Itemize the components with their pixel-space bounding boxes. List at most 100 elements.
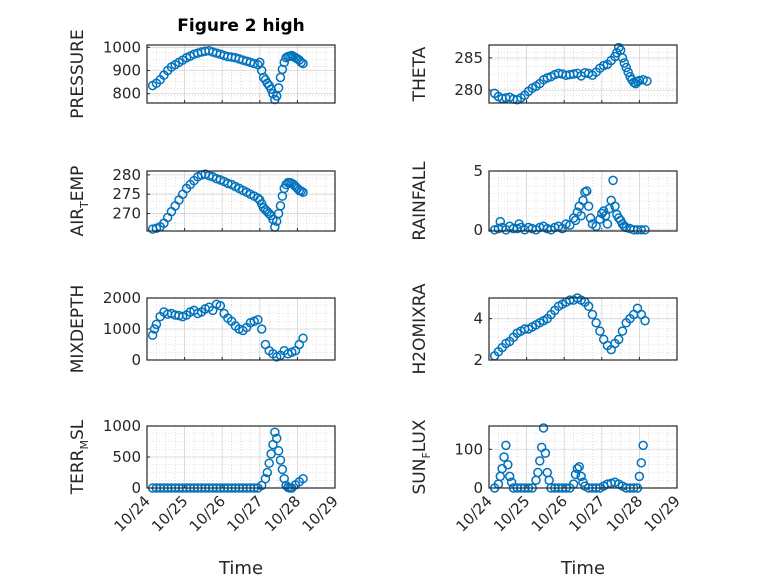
data-point [296,186,306,196]
axes-box [146,44,336,104]
figure-title: Figure 2 high [177,16,305,36]
axes-box [146,297,336,361]
y-tick-label: 280 [112,166,141,184]
y-tick-label: 0 [131,479,141,497]
data-point [636,225,647,235]
x-tick-label: 10/29 [641,492,684,535]
data-point [640,225,650,235]
y-tick-label: 1000 [103,320,141,338]
y-tick-label: 270 [112,205,141,223]
data-point [613,42,624,53]
data-point [587,309,598,320]
data-point [565,220,575,230]
y-tick-label: 800 [112,85,141,103]
data-point [623,67,633,77]
y-tick-label: 280 [454,81,483,99]
data-point [585,213,596,223]
x-tick-label: 10/26 [528,492,571,535]
data-point [262,467,273,478]
data-point [570,469,581,480]
axes-box [146,425,336,489]
data-point [540,448,551,458]
data-point [253,314,263,325]
data-point [535,456,545,466]
y-axis-label: RAINFALL [410,161,430,241]
data-point [215,301,226,311]
subplot-8: 0 100 SUNFLUX 10/2410/2510/2610/2710/2810/2… [410,419,684,535]
data-point [640,315,650,326]
data-point [273,83,284,93]
data-point [574,461,584,472]
data-point [298,333,308,344]
data-point [629,77,639,88]
data-point [602,219,613,229]
data-point [576,210,586,221]
data-point [632,76,643,87]
y-tick-label: 285 [454,49,483,67]
subplot-6: 2 4 H2OMIXRA [410,283,678,375]
subplot-4: 0 5 RAINFALL [410,161,678,241]
data-point [636,458,647,468]
axes-box [146,170,336,232]
y-tick-label: 5 [473,162,483,180]
subplot-2: 280 285 THETA [410,42,678,105]
data-point [634,471,645,482]
y-tick-label: 0 [473,221,483,239]
data-point [598,206,609,216]
data-point [149,324,160,334]
data-point [617,326,628,336]
data-point [499,452,509,462]
data-point [270,427,280,437]
y-axis-label: PRESSURE [68,29,88,118]
y-axis-label: SUNFLUX [410,419,433,494]
data-point [582,186,592,196]
x-tick-label: 10/28 [603,492,646,535]
x-tick-label: 10/26 [186,492,229,535]
data-point [642,76,652,86]
data-point [595,326,605,336]
data-point [260,473,271,484]
data-point [504,471,515,482]
data-point [583,201,594,212]
data-point [621,62,631,73]
data-point [591,318,601,328]
y-tick-label: 1000 [103,38,141,56]
data-point [506,477,517,487]
data-point [495,216,506,227]
axes-box [488,297,678,361]
x-tick-label: 10/25 [490,492,533,535]
data-point [298,187,308,198]
y-axis-label: AIRTEMP [68,166,91,237]
data-point [503,460,513,470]
x-tick-label: 10/27 [223,492,266,535]
y-axis-label: THETA [410,46,430,102]
data-point [572,463,583,474]
x-tick-label: 10/25 [148,492,191,535]
y-tick-label: 4 [473,310,483,328]
data-point [279,473,289,484]
x-tick-label: 10/24 [111,492,154,535]
x-tick-label: 10/28 [261,492,304,535]
data-point [264,458,274,468]
y-axis-label: MIXDEPTH [68,285,88,374]
x-tick-label: 10/24 [453,492,496,535]
data-point [617,53,628,63]
y-tick-label: 0 [473,479,483,497]
data-point [580,187,590,197]
subplot-5: 0 1000 2000 MIXDEPTH [68,285,336,374]
data-point [271,433,282,444]
data-point [613,334,624,345]
y-tick-label: 2 [473,351,483,369]
y-tick-label: 100 [454,440,483,458]
y-tick-label: 2000 [103,289,141,307]
data-point [151,319,162,330]
y-tick-label: 900 [112,62,141,80]
x-tick-label: 10/29 [299,492,342,535]
data-point [273,446,284,456]
data-point [619,58,630,68]
subplot-1: 800 900 1000 PRESSURE [68,29,336,119]
x-tick-label: 10/27 [565,492,608,535]
data-point [591,221,601,232]
